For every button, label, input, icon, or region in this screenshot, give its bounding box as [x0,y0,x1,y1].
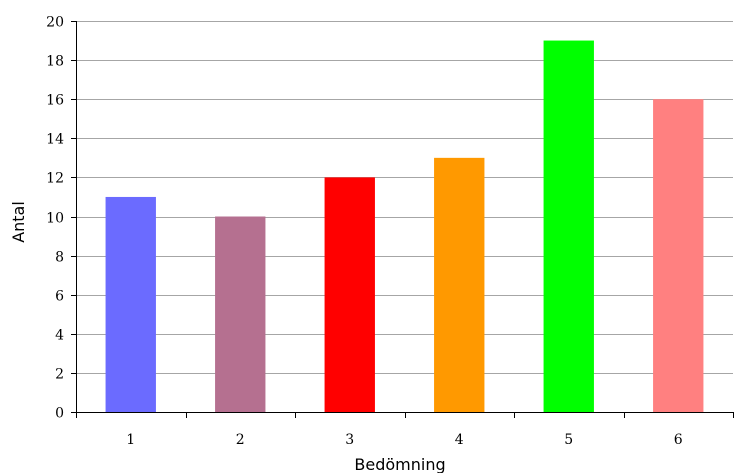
x-tick-label: 2 [236,432,245,448]
bar-4 [434,157,485,412]
x-tick-labels: 1 2 3 4 5 6 [126,432,683,448]
bar-2 [215,216,266,412]
y-axis-title: Antal [9,201,28,243]
y-tick-label: 2 [55,367,64,383]
y-tick-label: 4 [55,328,64,344]
bar-6 [653,99,704,412]
y-tick-label: 16 [46,93,64,109]
y-tick-label: 18 [46,54,64,70]
x-axis-title: Bedömning [354,455,445,473]
grid-lines [76,21,733,374]
x-tick-label: 6 [674,432,683,448]
x-tick-label: 3 [345,432,354,448]
bar-5 [543,40,594,413]
y-tick-label: 8 [55,250,64,266]
bars [105,40,704,413]
y-tick-label: 6 [55,289,64,305]
y-tick-labels: 0 2 4 6 8 10 12 14 16 18 20 [46,15,64,422]
y-tick-label: 0 [55,406,64,422]
y-tick-label: 20 [46,15,64,31]
y-tick-label: 14 [46,132,64,148]
axes [71,21,734,418]
y-tick-label: 12 [46,171,64,187]
y-tick-label: 10 [46,211,64,227]
x-tick-label: 5 [564,432,573,448]
x-tick-label: 4 [455,432,464,448]
bar-3 [324,177,375,412]
x-tick-label: 1 [126,432,135,448]
bar-1 [105,196,156,412]
